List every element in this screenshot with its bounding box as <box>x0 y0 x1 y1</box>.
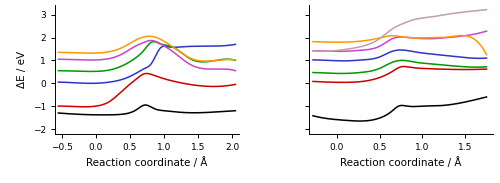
X-axis label: Reaction coordinate / Å: Reaction coordinate / Å <box>86 157 208 168</box>
X-axis label: Reaction coordinate / Å: Reaction coordinate / Å <box>340 157 462 168</box>
Y-axis label: ΔE / eV: ΔE / eV <box>17 51 27 88</box>
